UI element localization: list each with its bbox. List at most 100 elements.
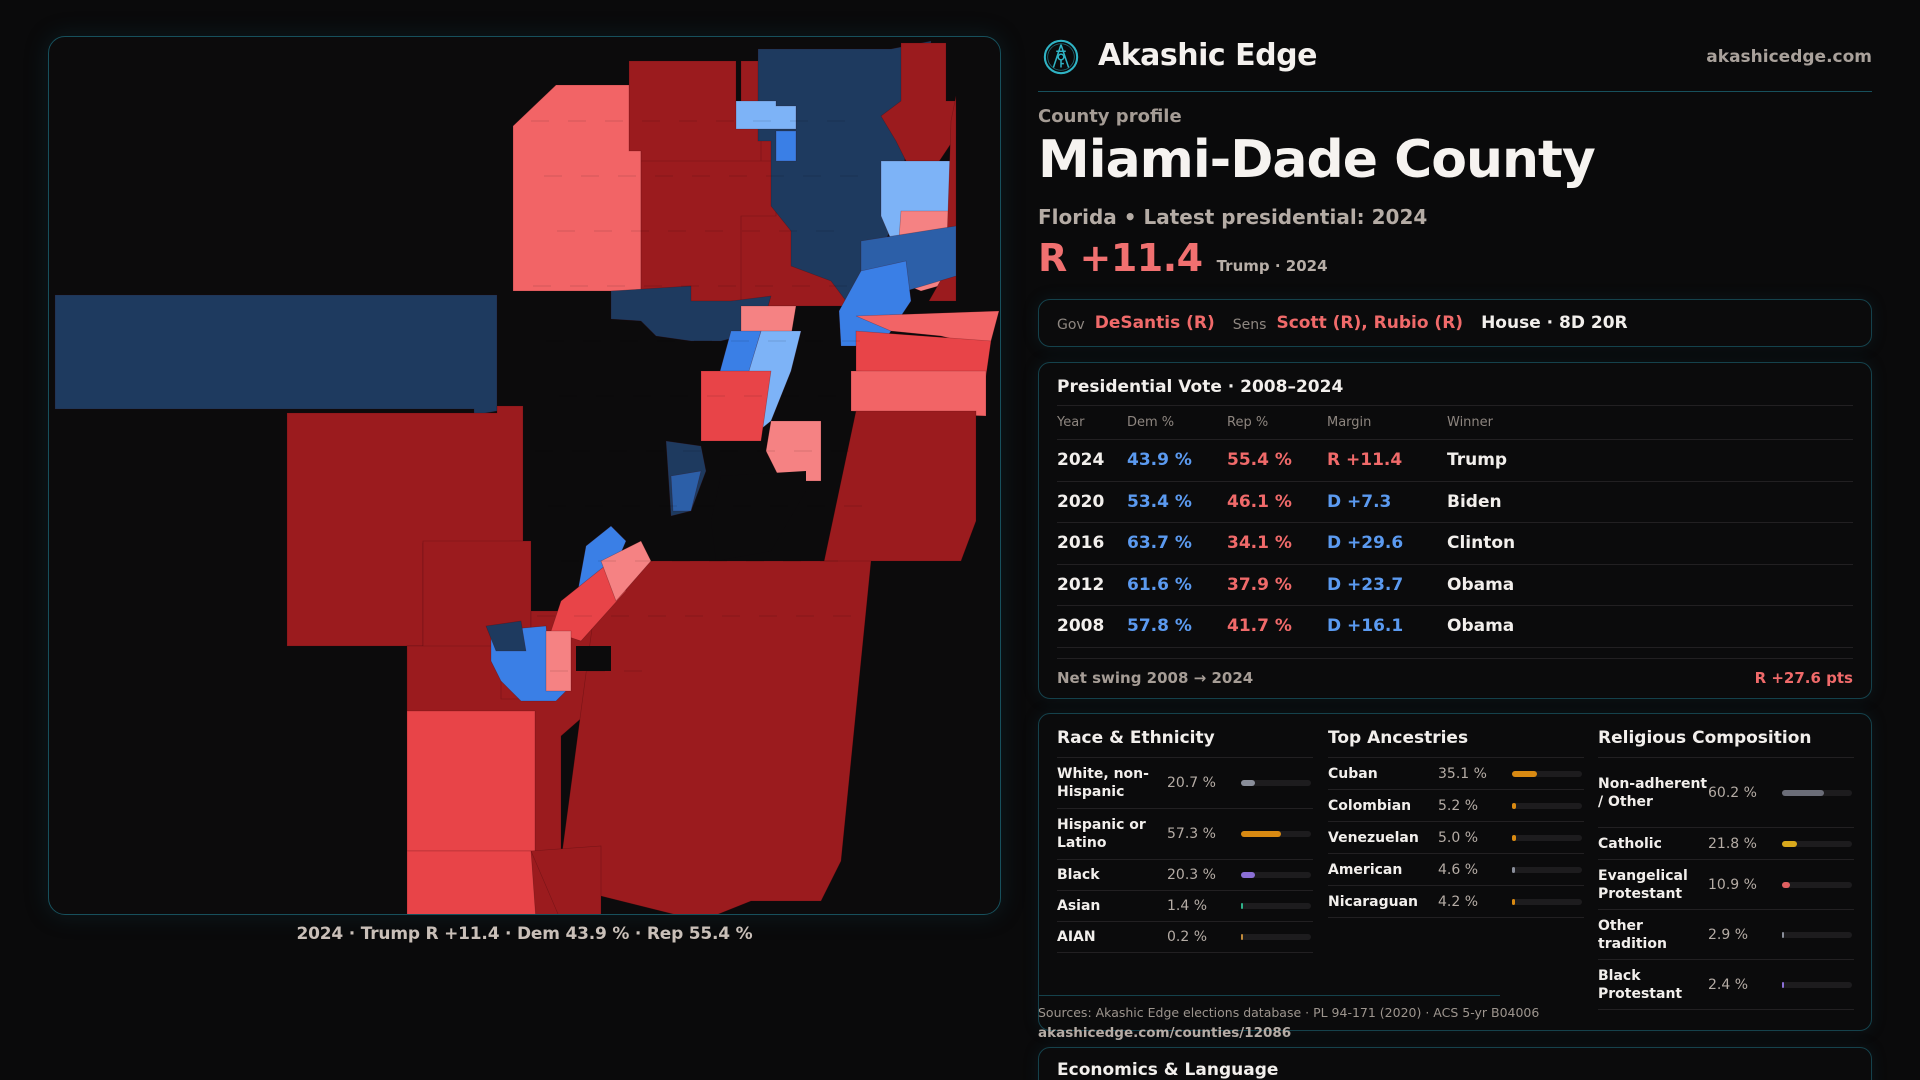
precinct-map[interactable]: [48, 36, 1001, 915]
region-central-likely-d[interactable]: [670, 470, 702, 512]
region-west-everglades[interactable]: [54, 294, 498, 416]
row-winner: Clinton: [1447, 533, 1516, 554]
stat-label: American: [1328, 861, 1403, 878]
stat-value: 1.4 %: [1167, 898, 1208, 914]
region-inner-bay-hole[interactable]: [711, 471, 806, 561]
stat-bar: [1512, 834, 1582, 841]
region-north-tilt-d[interactable]: [735, 100, 797, 130]
stat-row: Venezuelan 5.0 %: [1328, 822, 1584, 854]
region-north-west-pink[interactable]: [512, 84, 642, 292]
region-south-cluster-hole[interactable]: [576, 646, 611, 671]
region-central-lean-r[interactable]: [700, 370, 772, 442]
religion-title: Religious Composition: [1598, 728, 1854, 758]
row-winner: Obama: [1447, 574, 1515, 595]
stat-bar: [1782, 840, 1852, 847]
row-year: 2008: [1057, 616, 1105, 637]
county-profile-panel: Akashic Edge akashicedge.com County prof…: [1038, 0, 1872, 1080]
stat-label: Other tradition: [1598, 917, 1667, 952]
col-margin: Margin: [1327, 415, 1372, 430]
map-caption: 2024 · Trump R +11.4 · Dem 43.9 % · Rep …: [296, 924, 753, 944]
stat-bar: [1241, 780, 1311, 786]
row-winner: Trump: [1447, 450, 1508, 471]
ancestries-title: Top Ancestries: [1328, 728, 1584, 758]
row-rep-pct: 34.1 %: [1227, 533, 1292, 554]
table-row: 2024 43.9 % 55.4 % R +11.4 Trump: [1057, 439, 1853, 481]
region-keys-red[interactable]: [530, 845, 602, 915]
region-south-dade-red[interactable]: [560, 560, 872, 915]
stat-bar-fill: [1512, 898, 1515, 905]
stat-value: 4.6 %: [1438, 861, 1479, 878]
compass-key-emblem-icon[interactable]: [1042, 38, 1080, 76]
stat-label: Venezuelan: [1328, 829, 1419, 846]
net-swing-row: Net swing 2008 → 2024 R +27.6 pts: [1057, 658, 1853, 696]
row-dem-pct: 57.8 %: [1127, 616, 1192, 637]
demographics-card: Race & Ethnicity White, non-Hispanic 20.7…: [1038, 713, 1872, 1031]
senators-label: Sens: [1232, 316, 1267, 333]
region-south-cluster-pink[interactable]: [545, 630, 572, 692]
choropleth-map[interactable]: [48, 36, 1001, 915]
stat-bar: [1782, 881, 1852, 888]
region-south-diag-pink[interactable]: [600, 540, 652, 602]
region-south-cluster-dark[interactable]: [485, 620, 527, 652]
governor-label: Gov: [1057, 316, 1085, 333]
economics-card: Economics & Language: [1038, 1047, 1872, 1080]
row-rep-pct: 55.4 %: [1227, 450, 1292, 471]
stat-row: Evangelical Protestant 10.9 %: [1598, 860, 1854, 910]
margin-detail: Trump · 2024: [1216, 257, 1328, 275]
stat-value: 35.1 %: [1438, 765, 1487, 782]
region-south-diag-tilt[interactable]: [550, 560, 627, 642]
stat-value: 5.2 %: [1438, 797, 1479, 814]
governor-name: DeSantis (R): [1094, 313, 1215, 333]
stat-value: 20.7 %: [1167, 775, 1216, 791]
presidential-table: Year Dem % Rep % Margin Winner 2024 43.9 …: [1057, 405, 1853, 648]
stat-bar-fill: [1782, 789, 1825, 796]
stat-bar: [1782, 789, 1852, 796]
officials-card: Gov DeSantis (R) Sens Scott (R), Rubio (…: [1038, 299, 1872, 347]
religion-column: Religious Composition Non-adherent / Oth…: [1598, 728, 1854, 1010]
stat-label: Cuban: [1328, 765, 1378, 782]
table-row: 2016 63.7 % 34.1 % D +29.6 Clinton: [1057, 522, 1853, 564]
site-url-link[interactable]: akashicedge.com: [1706, 47, 1872, 67]
row-dem-pct: 63.7 %: [1127, 533, 1192, 554]
stat-value: 5.0 %: [1438, 829, 1479, 846]
stat-value: 0.2 %: [1167, 929, 1208, 945]
stat-label: Asian: [1057, 898, 1101, 914]
presidential-vote-card: Presidential Vote · 2008–2024 Year Dem %…: [1038, 362, 1872, 699]
stat-label: Evangelical Protestant: [1598, 867, 1688, 902]
stat-row: Other tradition 2.9 %: [1598, 910, 1854, 960]
stat-bar-fill: [1782, 981, 1784, 988]
brand-name[interactable]: Akashic Edge: [1098, 38, 1317, 73]
stat-value: 2.9 %: [1708, 926, 1749, 943]
stat-label: AIAN: [1057, 929, 1096, 945]
source-url-link[interactable]: akashicedge.com/counties/12086: [1038, 1025, 1292, 1041]
row-margin: D +7.3: [1327, 491, 1392, 512]
row-dem-pct: 43.9 %: [1127, 450, 1192, 471]
region-homestead-pink[interactable]: [406, 850, 536, 915]
stat-value: 60.2 %: [1708, 784, 1757, 801]
stat-bar-fill: [1241, 903, 1243, 909]
stat-value: 10.9 %: [1708, 876, 1757, 893]
stat-label: Black: [1057, 867, 1100, 883]
stat-bar: [1512, 898, 1582, 905]
stat-bar: [1512, 770, 1582, 777]
economics-title: Economics & Language: [1057, 1060, 1279, 1080]
stat-label: Hispanic or Latino: [1057, 817, 1146, 851]
row-winner: Obama: [1447, 616, 1515, 637]
stat-row: Colombian 5.2 %: [1328, 790, 1584, 822]
race-ethnicity-column: Race & Ethnicity White, non-Hispanic 20.7…: [1057, 728, 1313, 953]
stat-row: Black Protestant 2.4 %: [1598, 960, 1854, 1010]
sources-divider: [1038, 995, 1500, 996]
stat-row: Nicaraguan 4.2 %: [1328, 886, 1584, 918]
stat-row: Non-adherent / Other 60.2 %: [1598, 758, 1854, 828]
table-row: 2012 61.6 % 37.9 % D +23.7 Obama: [1057, 563, 1853, 606]
region-coast-mid-tilt[interactable]: [850, 370, 987, 417]
row-margin: D +16.1: [1327, 616, 1404, 637]
region-north-lean-d[interactable]: [775, 130, 797, 162]
region-homestead-west[interactable]: [406, 710, 536, 852]
stat-label: White, non-Hispanic: [1057, 766, 1149, 800]
stat-row: AIAN 0.2 %: [1057, 922, 1313, 953]
site-header: Akashic Edge akashicedge.com: [1038, 34, 1872, 92]
stat-row: Asian 1.4 %: [1057, 891, 1313, 922]
region-east-red-block[interactable]: [820, 410, 977, 577]
table-row: 2008 57.8 % 41.7 % D +16.1 Obama: [1057, 605, 1853, 647]
